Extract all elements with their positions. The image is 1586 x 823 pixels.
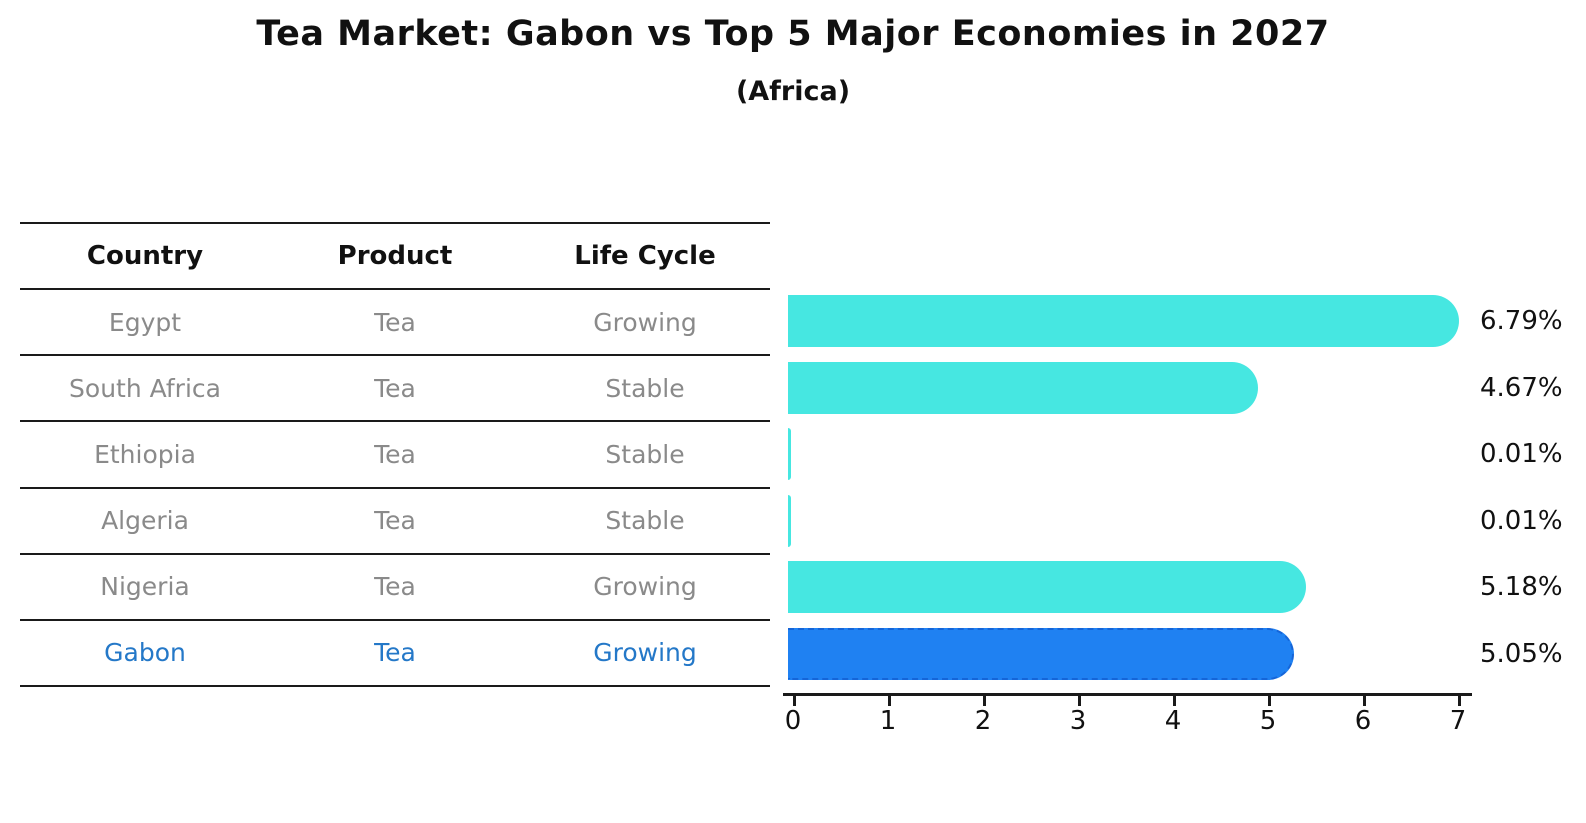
x-axis-tick-label: 5 [1259,706,1277,736]
x-axis-tick-label: 0 [784,706,802,736]
value-label-south-africa: 4.67% [1480,372,1563,403]
table-cell-product: Tea [374,506,416,536]
table-cell-country: Nigeria [100,572,190,602]
bar-row-south-africa [788,355,1488,422]
value-label-nigeria: 5.18% [1480,572,1563,603]
table-cell-life-cycle: Stable [605,506,685,536]
table-row-south-africa: South Africa Tea Stable [20,356,770,423]
chart-title: Tea Market: Gabon vs Top 5 Major Economi… [256,14,1330,54]
chart-subtitle: (Africa) [735,76,851,107]
value-label-ethiopia: 0.01% [1480,439,1563,470]
x-axis-tick [1458,695,1461,706]
table-row-ethiopia: Ethiopia Tea Stable [20,422,770,489]
country-table: Country Product Life Cycle Egypt Tea Gro… [20,222,770,687]
x-axis-line [783,693,1472,696]
table-row-algeria: Algeria Tea Stable [20,489,770,555]
table-header-product: Product [337,241,453,272]
x-axis-tick-label: 2 [974,706,992,736]
bar-chart [788,288,1488,687]
bar-row-algeria [788,488,1488,555]
table-cell-life-cycle: Stable [605,439,685,469]
table-header-life-cycle: Life Cycle [574,241,716,272]
x-axis-tick [1268,695,1271,706]
bar-row-ethiopia [788,421,1488,488]
bar-algeria [788,494,791,547]
table-cell-life-cycle: Growing [593,307,697,337]
x-axis-tick-label: 7 [1449,706,1467,736]
table-row-gabon: Gabon Tea Growing [20,621,770,687]
x-axis-tick-label: 3 [1069,706,1087,736]
table-cell-country: Gabon [104,638,186,668]
table-cell-product: Tea [374,307,416,337]
bar-ethiopia [788,428,791,481]
table-cell-life-cycle: Growing [593,638,697,668]
value-label-algeria: 0.01% [1480,505,1563,536]
x-axis-tick [793,695,796,706]
value-label-egypt: 6.79% [1480,306,1563,337]
table-cell-country: Algeria [101,506,189,536]
x-axis-tick [1078,695,1081,706]
bar-south-africa [788,361,1258,414]
x-axis-tick [983,695,986,706]
table-cell-country: South Africa [69,373,221,403]
table-cell-product: Tea [374,373,416,403]
table-cell-country: Egypt [108,307,182,337]
bar-row-egypt [788,288,1488,355]
table-cell-product: Tea [374,638,416,668]
bar-row-nigeria [788,554,1488,621]
bar-row-gabon [788,621,1488,688]
table-header-country: Country [86,241,204,272]
x-axis-tick-label: 1 [879,706,897,736]
x-axis-tick-label: 4 [1164,706,1182,736]
table-cell-product: Tea [374,439,416,469]
table-cell-product: Tea [374,572,416,602]
table-header-row: Country Product Life Cycle [20,224,770,291]
bar-gabon [788,627,1294,680]
table-row-nigeria: Nigeria Tea Growing [20,555,770,621]
table-row-egypt: Egypt Tea Growing [20,290,770,357]
bar-egypt [788,295,1460,348]
x-axis-tick [1173,695,1176,706]
table-cell-life-cycle: Stable [605,373,685,403]
bar-nigeria [788,561,1307,614]
table-cell-country: Ethiopia [94,439,196,469]
table-cell-life-cycle: Growing [593,572,697,602]
value-labels: 6.79% 4.67% 0.01% 0.01% 5.18% 5.05% [1480,288,1584,687]
value-label-gabon: 5.05% [1480,638,1563,669]
x-axis-tick [1363,695,1366,706]
x-axis-tick [888,695,891,706]
x-axis-tick-label: 6 [1354,706,1372,736]
